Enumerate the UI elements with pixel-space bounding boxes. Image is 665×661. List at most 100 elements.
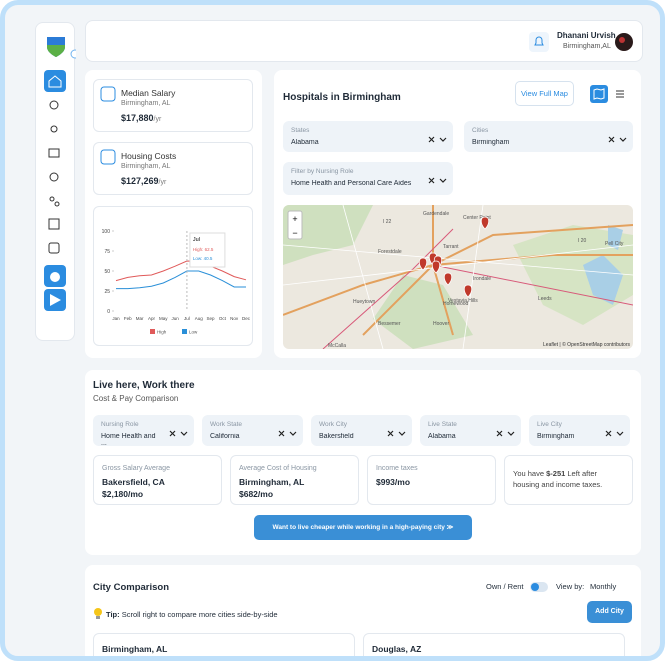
filter-value: California bbox=[210, 433, 240, 440]
x-tick-label: Apr bbox=[148, 316, 156, 321]
hospital-marker[interactable] bbox=[463, 284, 473, 298]
x-tick-label: Sep bbox=[207, 316, 216, 321]
header: Dhanani Urvish Birmingham,AL bbox=[85, 20, 643, 62]
y-tick-label: 75 bbox=[104, 249, 110, 255]
own-rent-label: Own / Rent bbox=[486, 582, 524, 591]
zoom-in[interactable]: + bbox=[292, 214, 297, 224]
series-line bbox=[115, 260, 247, 282]
live-work-panel: Live here, Work there Cost & Pay Compari… bbox=[85, 370, 641, 555]
sidebar-icons bbox=[44, 37, 80, 311]
x-tick-label: Oct bbox=[219, 316, 227, 321]
map-place-label: Vestavia Hills bbox=[448, 298, 478, 304]
view-by-select[interactable]: Monthly bbox=[590, 582, 617, 591]
tip-label: Tip: bbox=[106, 610, 120, 619]
legend-label: High bbox=[157, 330, 167, 335]
filter-value: Home Health and Personal Care Aides bbox=[291, 180, 412, 187]
view-map-button[interactable]: View Full Map bbox=[515, 81, 574, 106]
sidebar bbox=[35, 22, 80, 341]
filter-label: Work State bbox=[210, 421, 243, 428]
map-place-label: Bessemer bbox=[378, 321, 401, 327]
x-tick-label: Jul bbox=[184, 316, 190, 321]
filter-value: Alabama bbox=[291, 139, 319, 146]
y-tick-label: 0 bbox=[107, 309, 110, 315]
tip-text: Scroll right to compare more cities side… bbox=[121, 610, 278, 619]
map-place-label: Hueytown bbox=[353, 299, 375, 305]
stat-label: Average Cost of Housing bbox=[239, 465, 317, 472]
map-place-label: Homewood bbox=[443, 301, 469, 307]
filter-dropdown[interactable]: Work City Bakersfield bbox=[311, 415, 412, 446]
card-unit: /yr bbox=[153, 116, 162, 123]
filter-label: States bbox=[291, 127, 310, 134]
dropdown-icons bbox=[387, 430, 406, 437]
filter-value: Birmingham bbox=[537, 433, 575, 440]
filter-value: Birmingham bbox=[472, 139, 510, 146]
filter-dropdown[interactable]: Live City Birmingham bbox=[529, 415, 630, 446]
dropdown-icons bbox=[428, 136, 447, 143]
x-tick-label: Feb bbox=[124, 316, 132, 321]
card-title: Median Salary bbox=[121, 88, 176, 98]
zoom-out[interactable]: − bbox=[292, 228, 297, 238]
filter-value: Home Health and ... bbox=[101, 433, 156, 447]
remaining-card: You have $-251 Left after housing and in… bbox=[504, 455, 633, 505]
section-title: Hospitals in Birmingham bbox=[283, 92, 401, 103]
stat-value: $993/mo bbox=[376, 477, 411, 487]
map-place-label: Tarrant bbox=[443, 244, 459, 250]
hospital-marker[interactable] bbox=[431, 260, 441, 274]
map-place-label: Pell City bbox=[605, 241, 624, 247]
city-name: Douglas, AZ bbox=[372, 644, 422, 654]
view-toggle[interactable] bbox=[590, 85, 630, 103]
map-place-label: I 22 bbox=[383, 219, 392, 225]
tooltip bbox=[189, 232, 226, 268]
map-attribution: Leaflet | © OpenStreetMap contributors bbox=[543, 341, 630, 348]
stat-place: Birmingham, AL bbox=[239, 477, 305, 487]
hospital-marker[interactable] bbox=[418, 257, 428, 271]
hospital-marker[interactable] bbox=[480, 216, 490, 230]
section-title: Live here, Work there bbox=[93, 380, 195, 391]
map[interactable]: Gardendale Center Point Forestdale Tarrant I… bbox=[283, 205, 633, 349]
legend-swatch bbox=[150, 329, 155, 334]
filter-label: Filter by Nursing Role bbox=[291, 168, 354, 175]
card-location: Birmingham, AL bbox=[121, 100, 171, 107]
hospital-marker[interactable] bbox=[443, 272, 453, 286]
x-tick-label: Jun bbox=[171, 316, 179, 321]
map-place-label: I 20 bbox=[578, 238, 587, 244]
add-city-button[interactable]: Add City bbox=[587, 601, 632, 623]
map-place-label: Hoover bbox=[433, 321, 449, 327]
map-place-label: Forestdale bbox=[378, 249, 402, 255]
x-tick-label: Dec bbox=[242, 316, 251, 321]
housing-icon bbox=[100, 149, 116, 165]
card-location: Birmingham, AL bbox=[121, 163, 171, 170]
y-tick-label: 50 bbox=[104, 269, 110, 275]
map-place-label: Gardendale bbox=[423, 211, 449, 217]
filter-city[interactable]: Cities Birmingham bbox=[464, 121, 633, 152]
filter-dropdown[interactable]: Live State Alabama bbox=[420, 415, 521, 446]
tooltip-line: Low: 40.5 bbox=[193, 256, 213, 261]
tooltip-title: Jul bbox=[193, 237, 200, 243]
card-title: Housing Costs bbox=[121, 151, 177, 161]
city-card: Douglas, AZ bbox=[363, 633, 625, 656]
y-tick-label: 25 bbox=[104, 289, 110, 295]
filter-state[interactable]: States Alabama bbox=[283, 121, 453, 152]
x-tick-label: Aug bbox=[195, 316, 204, 321]
remaining-value: $-251 bbox=[546, 469, 566, 478]
stat-card: Average Cost of Housing Birmingham, AL $68… bbox=[230, 455, 359, 505]
filter-label: Live City bbox=[537, 421, 562, 428]
x-tick-label: Jan bbox=[112, 316, 120, 321]
notification-icon[interactable] bbox=[529, 32, 549, 52]
x-tick-label: Mar bbox=[136, 316, 144, 321]
avatar[interactable] bbox=[614, 32, 634, 52]
own-rent-toggle[interactable] bbox=[530, 582, 548, 592]
filter-dropdown[interactable]: Work State California bbox=[202, 415, 303, 446]
zoom-control bbox=[287, 210, 303, 240]
filter-label: Work City bbox=[319, 421, 348, 428]
filter-dropdown[interactable]: Nursing Role Home Health and ... bbox=[93, 415, 194, 447]
filter-role[interactable]: Filter by Nursing Role Home Health and Pe… bbox=[283, 162, 453, 195]
remaining-suffix: Left after housing and income taxes. bbox=[513, 469, 603, 489]
y-tick-label: 100 bbox=[102, 229, 111, 235]
salary-icon bbox=[100, 86, 116, 102]
dropdown-icons bbox=[608, 136, 627, 143]
cta-button[interactable]: Want to live cheaper while working in a … bbox=[254, 515, 472, 540]
user-name: Dhanani Urvish bbox=[557, 31, 616, 40]
